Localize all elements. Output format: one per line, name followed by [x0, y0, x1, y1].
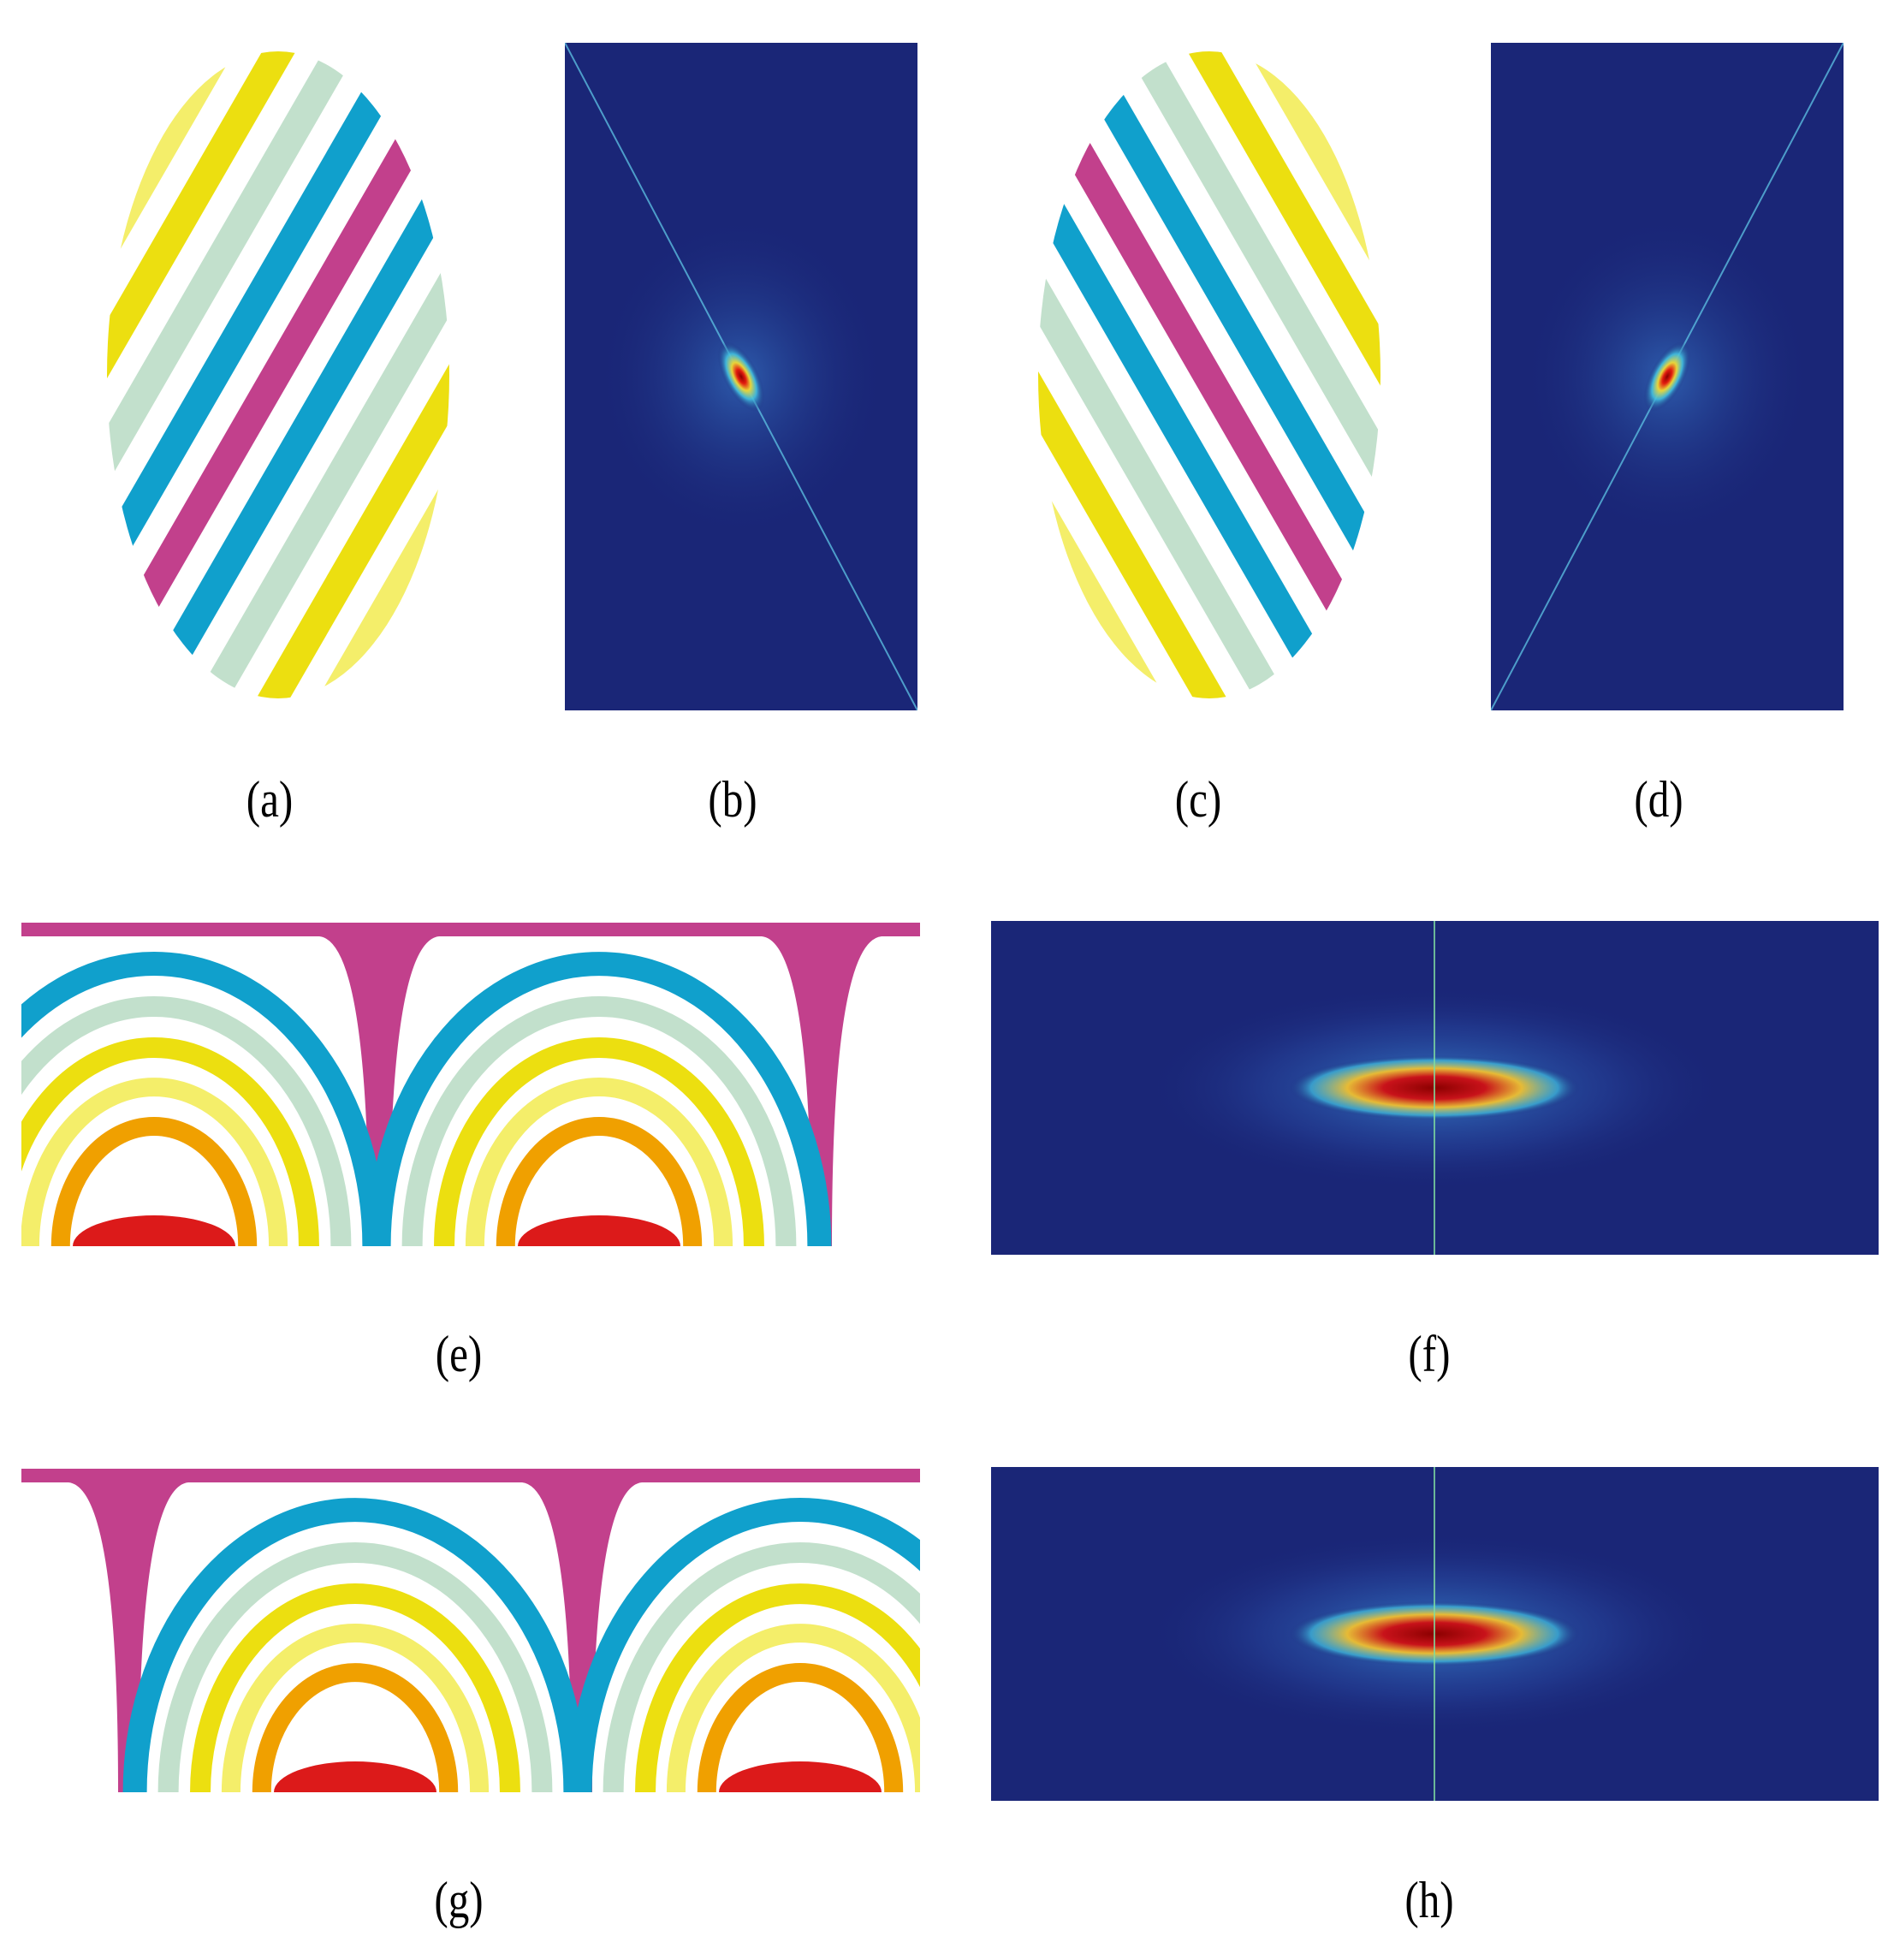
caption-g: (g) — [434, 1872, 484, 1928]
magenta-stem — [68, 1482, 188, 1792]
arch-band — [157, 1542, 553, 1792]
stripe-band — [1038, 51, 1380, 698]
red-core-arch — [73, 1215, 235, 1246]
magenta-stem — [762, 936, 882, 1246]
arch-band — [366, 952, 832, 1246]
red-core-arch — [719, 1761, 882, 1792]
stripe-band — [107, 51, 449, 698]
stripe-band — [1038, 51, 1380, 698]
arch-band — [252, 1663, 459, 1792]
red-core-arch — [518, 1215, 680, 1246]
arch-band — [434, 1037, 764, 1246]
panel-d-spectrum — [1491, 43, 1844, 710]
caption-h: (h) — [1404, 1872, 1454, 1928]
panel-b-spectrum — [565, 43, 917, 710]
arch-band — [567, 1498, 920, 1792]
panel-f-spectrum — [991, 921, 1879, 1255]
stripe-group — [107, 51, 449, 698]
stripe-band — [107, 51, 449, 698]
spectrum-core — [1643, 342, 1691, 412]
panel-e-arch-pattern — [21, 923, 920, 1246]
arch-band — [122, 1498, 588, 1792]
caption-f: (f) — [1408, 1326, 1451, 1382]
arch-band — [21, 952, 387, 1246]
caption-e: (e) — [435, 1326, 483, 1382]
arch-band — [496, 1117, 703, 1246]
arch-band — [21, 1078, 288, 1246]
panel-h-spectrum — [991, 1467, 1879, 1801]
arch-band — [221, 1624, 490, 1792]
red-core-arch — [274, 1761, 436, 1792]
magenta-top-band — [21, 1469, 920, 1482]
caption-c: (c) — [1174, 771, 1222, 828]
arch-band — [603, 1542, 920, 1792]
stripe-band — [107, 51, 449, 698]
stripe-group — [1038, 51, 1380, 698]
arch-band — [50, 1117, 258, 1246]
stripe-band — [107, 51, 449, 698]
panel-g-arch-pattern — [21, 1469, 920, 1792]
arch-band — [635, 1583, 920, 1792]
arch-band — [401, 996, 797, 1246]
arch-band — [666, 1624, 920, 1792]
stripe-band — [1038, 51, 1380, 698]
panel-a-stripe-ellipse — [103, 50, 454, 700]
arch-band — [21, 1037, 319, 1246]
magenta-stem — [522, 1482, 642, 1792]
arch-band — [697, 1663, 904, 1792]
spectrum-core — [717, 342, 765, 412]
caption-d: (d) — [1634, 771, 1683, 828]
panel-c-stripe-ellipse — [1034, 50, 1385, 700]
arch-band — [190, 1583, 520, 1792]
stripe-band — [1038, 51, 1380, 698]
magenta-stem — [319, 936, 439, 1246]
arch-band — [21, 996, 352, 1246]
caption-b: (b) — [708, 771, 757, 828]
arch-band — [465, 1078, 733, 1246]
magenta-top-band — [21, 923, 920, 936]
caption-a: (a) — [246, 771, 294, 828]
